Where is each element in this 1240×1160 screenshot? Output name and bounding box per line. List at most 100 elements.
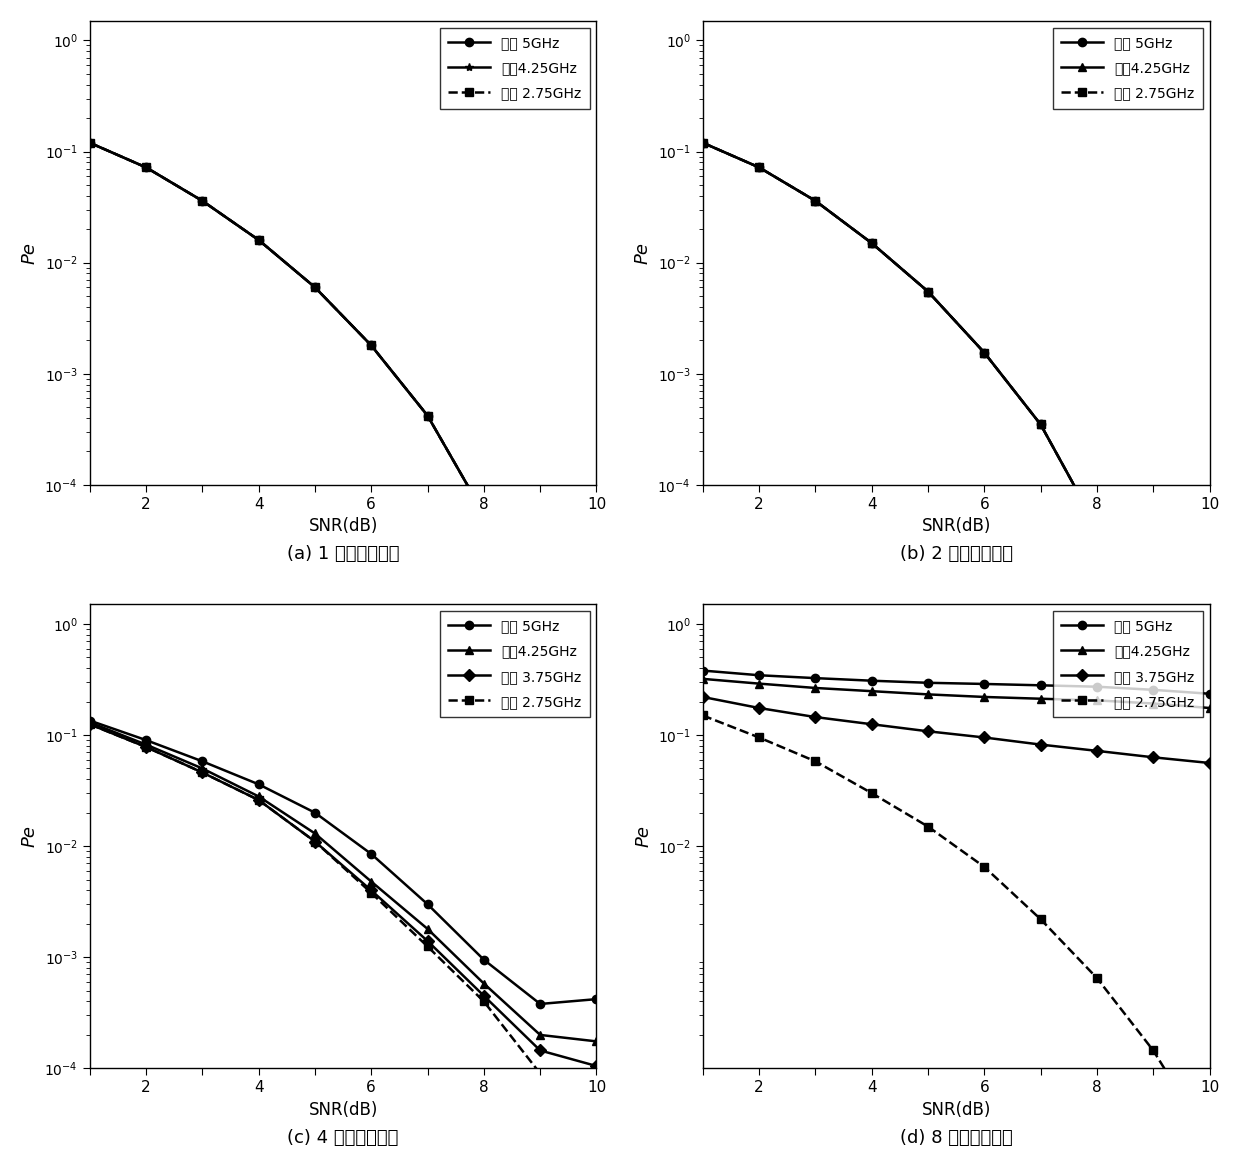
偏移4.25GHz bbox=[420, 408, 435, 422]
偏移 3.75GHz bbox=[476, 988, 491, 1002]
偏移 3.75GHz bbox=[808, 710, 823, 724]
偏移 2.75GHz bbox=[363, 886, 378, 900]
偏移 5GHz bbox=[363, 339, 378, 353]
Y-axis label: Pe: Pe bbox=[21, 826, 38, 847]
偏移4.25GHz bbox=[476, 507, 491, 521]
偏移4.25GHz bbox=[1033, 418, 1048, 432]
Text: (c) 4 个子波长频隙: (c) 4 个子波长频隙 bbox=[288, 1129, 399, 1147]
偏移 2.75GHz bbox=[533, 1066, 548, 1080]
偏移 5GHz bbox=[864, 674, 879, 688]
Line: 偏移 2.75GHz: 偏移 2.75GHz bbox=[86, 720, 600, 1160]
偏移 5GHz bbox=[420, 408, 435, 422]
偏移 5GHz bbox=[476, 507, 491, 521]
偏移 2.75GHz bbox=[252, 233, 267, 247]
偏移4.25GHz bbox=[252, 790, 267, 804]
偏移 2.75GHz bbox=[696, 136, 711, 150]
偏移 2.75GHz bbox=[751, 160, 766, 174]
偏移 2.75GHz bbox=[920, 284, 935, 298]
偏移 5GHz bbox=[533, 996, 548, 1010]
偏移 5GHz bbox=[139, 160, 154, 174]
偏移 5GHz bbox=[696, 136, 711, 150]
偏移 5GHz bbox=[476, 952, 491, 966]
偏移 5GHz bbox=[308, 806, 322, 820]
偏移 3.75GHz bbox=[864, 717, 879, 731]
X-axis label: SNR(dB): SNR(dB) bbox=[921, 517, 991, 535]
偏移 3.75GHz bbox=[1033, 738, 1048, 752]
Y-axis label: Pe: Pe bbox=[21, 242, 38, 263]
偏移4.25GHz bbox=[195, 194, 210, 208]
偏移 3.75GHz bbox=[1202, 756, 1216, 770]
偏移4.25GHz bbox=[808, 681, 823, 695]
偏移 2.75GHz bbox=[977, 346, 992, 360]
偏移4.25GHz bbox=[533, 610, 548, 624]
偏移 3.75GHz bbox=[1146, 751, 1161, 764]
Line: 偏移 3.75GHz: 偏移 3.75GHz bbox=[86, 720, 600, 1071]
偏移 5GHz bbox=[589, 722, 604, 735]
偏移 2.75GHz bbox=[864, 786, 879, 800]
偏移 5GHz bbox=[82, 713, 97, 727]
Line: 偏移 2.75GHz: 偏移 2.75GHz bbox=[86, 138, 600, 732]
Line: 偏移 3.75GHz: 偏移 3.75GHz bbox=[698, 693, 1214, 767]
X-axis label: SNR(dB): SNR(dB) bbox=[309, 517, 378, 535]
偏移4.25GHz bbox=[363, 339, 378, 353]
偏移 2.75GHz bbox=[139, 160, 154, 174]
偏移4.25GHz bbox=[977, 346, 992, 360]
偏移4.25GHz bbox=[195, 761, 210, 775]
偏移4.25GHz bbox=[696, 672, 711, 686]
偏移4.25GHz bbox=[1202, 755, 1216, 769]
偏移4.25GHz bbox=[1202, 701, 1216, 715]
偏移4.25GHz bbox=[476, 977, 491, 991]
偏移 5GHz bbox=[363, 847, 378, 861]
偏移4.25GHz bbox=[1146, 631, 1161, 645]
偏移 5GHz bbox=[1090, 520, 1105, 534]
偏移 2.75GHz bbox=[363, 339, 378, 353]
Y-axis label: Pe: Pe bbox=[634, 826, 652, 847]
偏移4.25GHz bbox=[864, 684, 879, 698]
偏移4.25GHz bbox=[420, 922, 435, 936]
偏移 2.75GHz bbox=[1202, 755, 1216, 769]
偏移 2.75GHz bbox=[808, 754, 823, 768]
偏移 3.75GHz bbox=[696, 690, 711, 704]
偏移4.25GHz bbox=[1090, 520, 1105, 534]
偏移 5GHz bbox=[589, 992, 604, 1006]
偏移 2.75GHz bbox=[533, 610, 548, 624]
偏移 5GHz bbox=[920, 284, 935, 298]
Legend: 偏移 5GHz, 偏移4.25GHz, 偏移 3.75GHz, 偏移 2.75GHz: 偏移 5GHz, 偏移4.25GHz, 偏移 3.75GHz, 偏移 2.75G… bbox=[440, 611, 589, 717]
X-axis label: SNR(dB): SNR(dB) bbox=[921, 1101, 991, 1118]
偏移 2.75GHz bbox=[195, 766, 210, 780]
偏移 3.75GHz bbox=[533, 1044, 548, 1058]
Text: (a) 1 个子波长频隙: (a) 1 个子波长频隙 bbox=[286, 545, 399, 564]
偏移 5GHz bbox=[252, 777, 267, 791]
偏移4.25GHz bbox=[977, 690, 992, 704]
偏移 2.75GHz bbox=[139, 740, 154, 754]
偏移 2.75GHz bbox=[1033, 912, 1048, 926]
偏移 5GHz bbox=[82, 136, 97, 150]
偏移 5GHz bbox=[808, 672, 823, 686]
偏移 2.75GHz bbox=[420, 940, 435, 954]
偏移 5GHz bbox=[1033, 418, 1048, 432]
偏移 5GHz bbox=[1202, 687, 1216, 701]
偏移 2.75GHz bbox=[1146, 1044, 1161, 1058]
偏移4.25GHz bbox=[920, 688, 935, 702]
Legend: 偏移 5GHz, 偏移4.25GHz, 偏移 2.75GHz: 偏移 5GHz, 偏移4.25GHz, 偏移 2.75GHz bbox=[1053, 28, 1203, 109]
偏移 2.75GHz bbox=[308, 834, 322, 848]
偏移4.25GHz bbox=[82, 136, 97, 150]
偏移4.25GHz bbox=[589, 722, 604, 735]
偏移 5GHz bbox=[252, 233, 267, 247]
偏移4.25GHz bbox=[808, 194, 823, 208]
Line: 偏移 5GHz: 偏移 5GHz bbox=[698, 666, 1214, 698]
偏移 2.75GHz bbox=[1033, 418, 1048, 432]
偏移 5GHz bbox=[1090, 680, 1105, 694]
偏移 5GHz bbox=[1033, 679, 1048, 693]
偏移4.25GHz bbox=[751, 676, 766, 690]
偏移 2.75GHz bbox=[920, 820, 935, 834]
Line: 偏移4.25GHz: 偏移4.25GHz bbox=[86, 138, 600, 732]
Line: 偏移 2.75GHz: 偏移 2.75GHz bbox=[698, 711, 1214, 1146]
偏移 2.75GHz bbox=[696, 709, 711, 723]
偏移4.25GHz bbox=[864, 237, 879, 251]
偏移 5GHz bbox=[1146, 631, 1161, 645]
偏移 5GHz bbox=[308, 281, 322, 295]
偏移 2.75GHz bbox=[589, 722, 604, 735]
偏移 5GHz bbox=[533, 610, 548, 624]
偏移 5GHz bbox=[808, 194, 823, 208]
